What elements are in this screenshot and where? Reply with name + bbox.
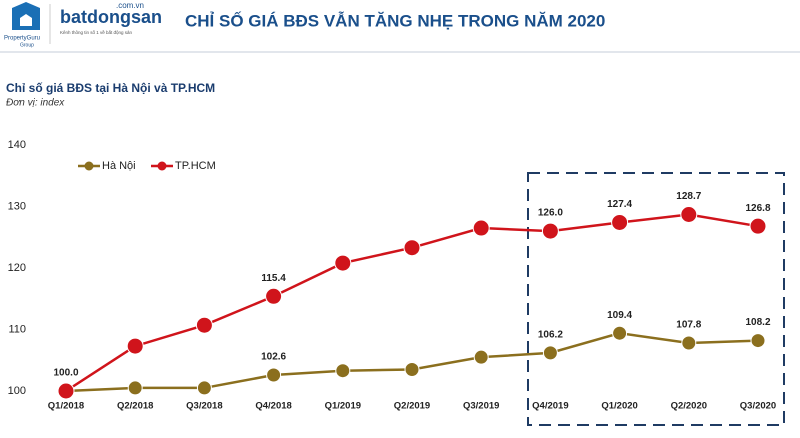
data-point	[335, 363, 351, 379]
data-label: 126.8	[745, 203, 770, 214]
tagline: Kênh thông tin số 1 về bất động sản	[60, 30, 133, 35]
brand-left-sub: Group	[20, 42, 34, 48]
legend-label: Hà Nội	[102, 160, 136, 172]
x-tick-label: Q4/2018	[255, 401, 291, 412]
data-label: 102.6	[261, 352, 286, 363]
data-point	[127, 380, 143, 396]
data-point	[472, 219, 490, 237]
data-point	[541, 222, 559, 240]
legend-label: TP.HCM	[175, 160, 216, 172]
data-point	[681, 335, 697, 351]
data-point	[612, 325, 628, 341]
y-tick-label: 110	[8, 323, 26, 335]
brand-right: batdongsan	[60, 7, 162, 27]
data-point	[265, 287, 283, 305]
data-point	[334, 254, 352, 272]
data-label: 127.4	[607, 199, 632, 210]
legend-marker	[157, 161, 167, 171]
x-tick-label: Q2/2018	[117, 401, 153, 412]
brand-domain: .com.vn	[116, 1, 144, 10]
data-label: 100.0	[53, 368, 78, 379]
data-point	[749, 217, 767, 235]
logo-icon-inner	[20, 14, 32, 26]
data-point	[195, 316, 213, 334]
data-point	[196, 380, 212, 396]
x-tick-label: Q3/2018	[186, 401, 222, 412]
data-point	[57, 382, 75, 400]
data-point	[126, 337, 144, 355]
x-tick-label: Q3/2019	[463, 401, 499, 412]
chart-title: Chỉ số giá BĐS tại Hà Nội và TP.HCM	[6, 81, 215, 95]
y-tick-label: 130	[8, 200, 26, 212]
page-title: CHỈ SỐ GIÁ BĐS VẪN TĂNG NHẸ TRONG NĂM 20…	[185, 10, 605, 30]
brand-left: PropertyGuru	[4, 36, 40, 42]
x-tick-label: Q4/2019	[532, 401, 568, 412]
data-label: 109.4	[607, 310, 632, 321]
y-tick-label: 140	[8, 139, 26, 151]
chart-subtitle: Đơn vị: index	[6, 98, 65, 109]
highlight-box	[527, 172, 785, 426]
x-tick-label: Q1/2020	[601, 401, 637, 412]
data-point	[750, 333, 766, 349]
data-label: 128.7	[676, 191, 701, 202]
data-label: 106.2	[538, 330, 563, 341]
x-tick-label: Q2/2020	[671, 401, 707, 412]
x-tick-label: Q1/2019	[325, 401, 361, 412]
data-point	[473, 349, 489, 365]
x-tick-label: Q3/2020	[740, 401, 776, 412]
data-label: 115.4	[261, 273, 286, 284]
logo: PropertyGuru Group batdongsan .com.vn Kê…	[4, 1, 162, 48]
data-point	[266, 367, 282, 383]
data-point	[404, 361, 420, 377]
data-point	[403, 239, 421, 257]
y-tick-label: 120	[8, 262, 26, 274]
y-tick-label: 100	[8, 385, 26, 397]
data-label: 107.8	[676, 320, 701, 331]
data-point	[542, 345, 558, 361]
x-tick-label: Q2/2019	[394, 401, 430, 412]
x-tick-label: Q1/2018	[48, 401, 84, 412]
data-point	[680, 205, 698, 223]
data-label: 108.2	[745, 317, 770, 328]
data-label: 126.0	[538, 208, 563, 219]
data-point	[611, 213, 629, 231]
legend-marker	[84, 161, 94, 171]
